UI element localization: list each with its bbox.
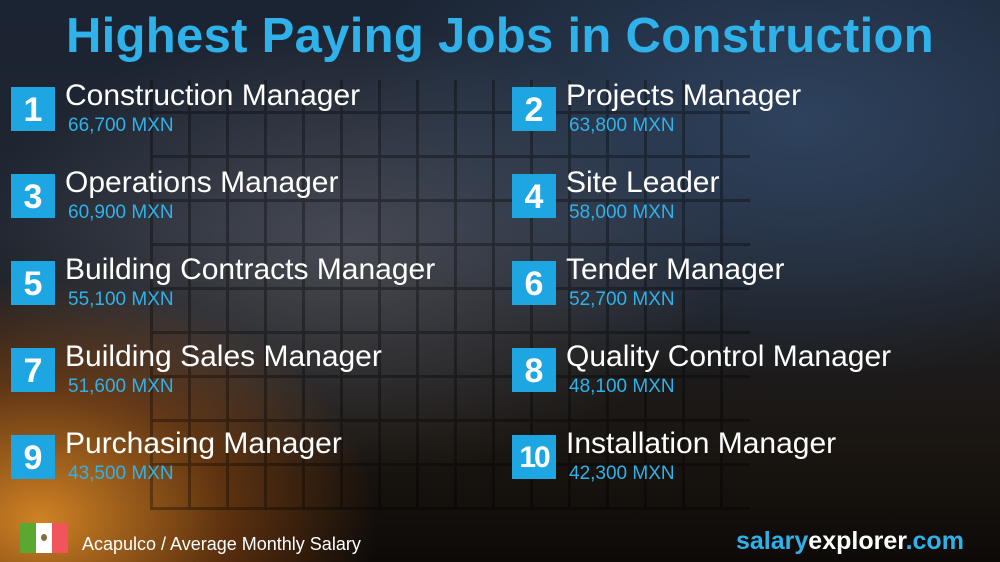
rank-badge: 2 [512,87,556,131]
rank-badge: 3 [11,174,55,218]
job-title: Projects Manager [566,79,802,112]
page-title: Highest Paying Jobs in Construction [65,9,935,63]
job-title: Tender Manager [566,253,785,286]
job-salary: 48,100 MXN [569,376,675,397]
job-salary: 52,700 MXN [569,289,675,310]
rank-badge: 1 [11,87,55,131]
job-salary: 60,900 MXN [68,202,174,223]
job-title: Site Leader [566,166,720,199]
job-title: Installation Manager [566,427,837,460]
job-salary: 42,300 MXN [569,463,675,484]
job-title: Construction Manager [65,79,361,112]
job-salary: 55,100 MXN [68,289,174,310]
rank-badge: 5 [11,261,55,305]
job-title: Building Sales Manager [65,340,382,373]
rank-badge: 4 [512,174,556,218]
job-salary: 43,500 MXN [68,463,174,484]
brand-logo[interactable]: salaryexplorer.com [736,527,964,555]
job-title: Quality Control Manager [566,340,892,373]
job-title: Operations Manager [65,166,339,199]
job-title: Building Contracts Manager [65,253,436,286]
rank-badge: 9 [11,435,55,479]
mexico-flag-icon [20,523,68,553]
scaffolding-background [150,80,750,510]
job-salary: 58,000 MXN [569,202,675,223]
location-label: Acapulco / Average Monthly Salary [82,534,361,554]
rank-badge: 8 [512,348,556,392]
job-salary: 66,700 MXN [68,115,174,136]
rank-badge: 7 [11,348,55,392]
job-title: Purchasing Manager [65,427,342,460]
rank-badge: 10 [512,435,556,479]
job-salary: 51,600 MXN [68,376,174,397]
job-salary: 63,800 MXN [569,115,675,136]
rank-badge: 6 [512,261,556,305]
